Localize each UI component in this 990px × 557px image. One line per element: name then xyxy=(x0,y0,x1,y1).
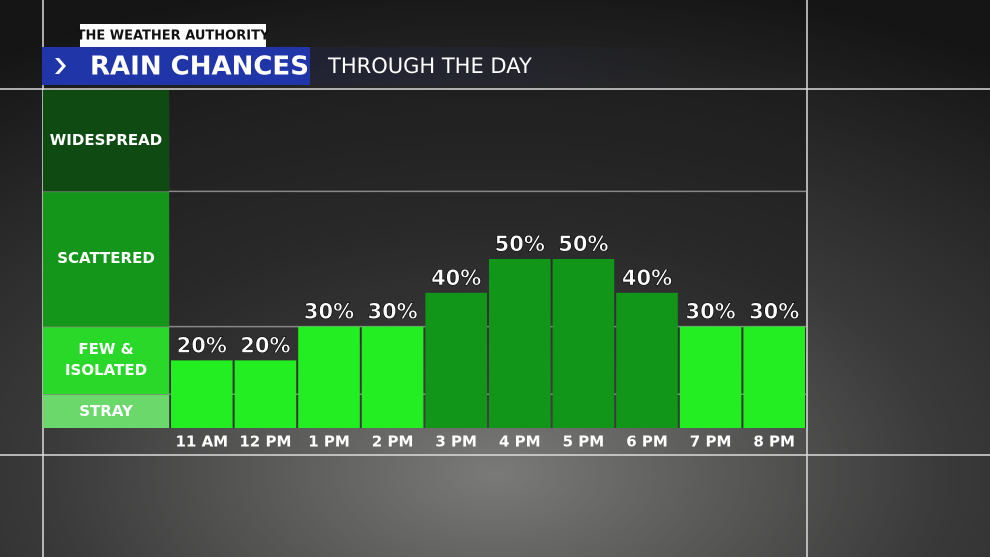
x-tick-label: 12 PM xyxy=(239,433,291,451)
value-label: 40% xyxy=(431,266,481,290)
value-label: 30% xyxy=(685,300,735,324)
bar xyxy=(489,259,551,428)
value-label: 50% xyxy=(558,232,608,256)
band-label-box: SCATTERED xyxy=(57,249,155,268)
band xyxy=(43,90,169,192)
subtitle: THROUGH THE DAY xyxy=(327,54,532,78)
bar xyxy=(616,292,678,428)
x-tick-label: 1 PM xyxy=(308,433,350,451)
band-label: SCATTERED xyxy=(57,249,155,268)
value-label: 30% xyxy=(367,300,417,324)
x-tick-label: 4 PM xyxy=(499,433,541,451)
band-label: STRAY xyxy=(79,401,133,420)
value-label: 50% xyxy=(495,232,545,256)
bar xyxy=(743,326,805,428)
x-tick-label: 11 AM xyxy=(175,433,228,451)
bar xyxy=(679,326,742,428)
x-tick-label: 7 PM xyxy=(690,433,732,451)
x-tick-label: 8 PM xyxy=(753,433,795,451)
band-label-box: FEW & ISOLATED xyxy=(64,340,148,380)
bar xyxy=(425,292,487,428)
value-label: 20% xyxy=(240,333,290,357)
bar xyxy=(171,360,233,428)
x-tick-label: 3 PM xyxy=(435,433,477,451)
x-tick-label: 2 PM xyxy=(372,433,414,451)
band-label: FEW & ISOLATED xyxy=(64,340,148,380)
bar xyxy=(552,259,615,428)
x-tick-label: 6 PM xyxy=(626,433,668,451)
x-tick-label: 5 PM xyxy=(563,433,605,451)
value-label: 20% xyxy=(177,333,227,357)
bar xyxy=(361,326,424,428)
brand: THE WEATHER AUTHORITY xyxy=(77,29,270,44)
value-label: 30% xyxy=(749,300,799,324)
band-label: WIDESPREAD xyxy=(49,131,163,150)
band xyxy=(43,326,169,395)
band xyxy=(43,394,169,428)
value-label: 30% xyxy=(304,300,354,324)
brand-box xyxy=(80,24,266,47)
band-label-box: STRAY xyxy=(79,401,133,420)
chevron-icon xyxy=(55,58,66,74)
bar xyxy=(234,360,297,428)
value-label: 40% xyxy=(622,266,672,290)
band-label-box: WIDESPREAD xyxy=(49,131,163,150)
title: RAIN CHANCES xyxy=(90,52,309,82)
band xyxy=(43,191,169,327)
header-title-box xyxy=(42,47,310,85)
bar xyxy=(298,326,360,428)
